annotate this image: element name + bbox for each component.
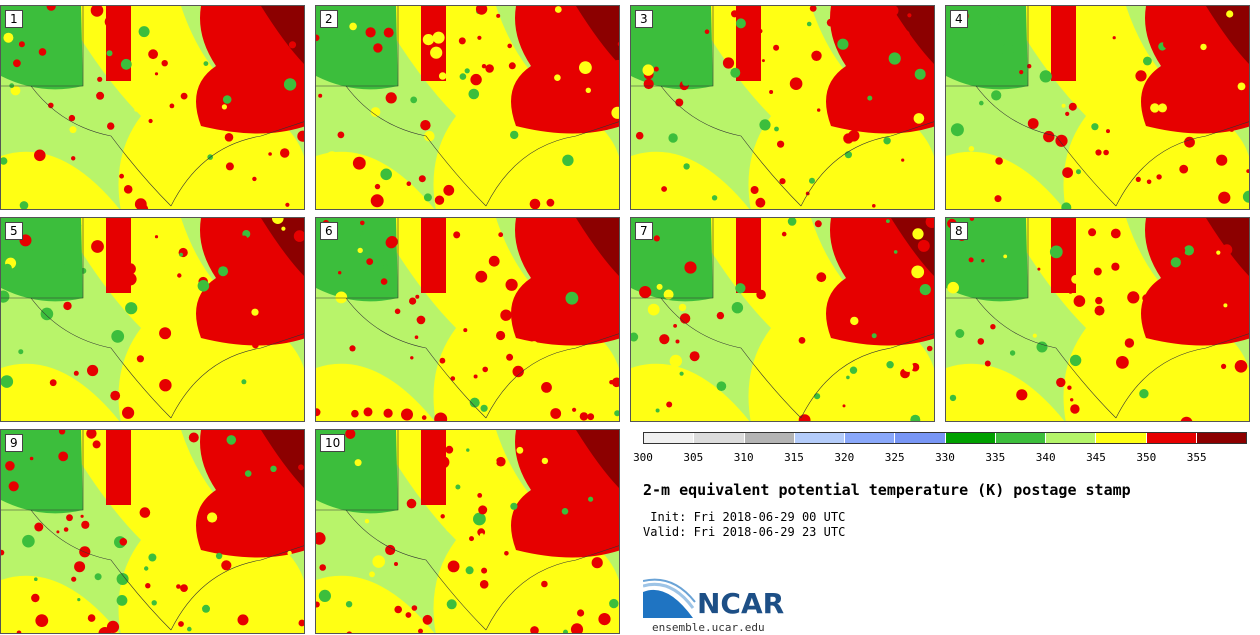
colorbar-swatch — [1046, 433, 1097, 443]
colorbar-swatch — [945, 433, 996, 443]
ncar-logo-icon — [643, 578, 696, 618]
panel-label: 10 — [320, 434, 346, 452]
map-panel-7: 7 — [630, 217, 935, 422]
colorbar — [643, 432, 1247, 444]
map-field — [631, 218, 934, 421]
panel-label: 6 — [320, 222, 338, 240]
panel-label: 3 — [635, 10, 653, 28]
map-field — [1, 430, 304, 633]
colorbar-swatch — [694, 433, 745, 443]
figure-title: 2-m equivalent potential temperature (K)… — [643, 481, 1131, 499]
colorbar-tick-label: 340 — [1035, 451, 1056, 464]
colorbar-tick-label: 345 — [1086, 451, 1106, 464]
map-panel-8: 8 — [945, 217, 1250, 422]
map-field — [946, 218, 1249, 421]
map-field — [1, 6, 304, 209]
map-panel-2: 2 — [315, 5, 620, 210]
panel-label: 2 — [320, 10, 338, 28]
map-panel-5: 5 — [0, 217, 305, 422]
panel-label: 4 — [950, 10, 968, 28]
map-field — [316, 6, 619, 209]
colorbar-swatch — [895, 433, 946, 443]
map-panel-3: 3 — [630, 5, 935, 210]
map-field — [1, 218, 304, 421]
colorbar-tick-label: 305 — [683, 451, 704, 464]
panel-label: 7 — [635, 222, 653, 240]
map-panel-4: 4 — [945, 5, 1250, 210]
map-panel-1: 1 — [0, 5, 305, 210]
colorbar-tick-label: 325 — [884, 451, 905, 464]
map-field — [946, 6, 1249, 209]
colorbar-swatch — [794, 433, 845, 443]
colorbar-tick-label: 350 — [1136, 451, 1157, 464]
colorbar-tick-label: 320 — [834, 451, 855, 464]
map-panel-6: 6 — [315, 217, 620, 422]
panel-label: 9 — [5, 434, 23, 452]
init-time: Init: Fri 2018-06-29 00 UTC — [643, 510, 846, 524]
colorbar-swatch — [1196, 433, 1246, 443]
site-url: ensemble.ucar.edu — [652, 621, 765, 634]
colorbar-swatch — [1146, 433, 1197, 443]
colorbar-tick-label: 330 — [935, 451, 955, 464]
valid-time: Valid: Fri 2018-06-29 23 UTC — [643, 525, 846, 539]
colorbar-swatch — [845, 433, 896, 443]
colorbar-swatch — [995, 433, 1046, 443]
colorbar-swatch — [644, 433, 695, 443]
panel-label: 8 — [950, 222, 968, 240]
panel-label: 5 — [5, 222, 23, 240]
map-panel-9: 9 — [0, 429, 305, 634]
map-panel-10: 10 — [315, 429, 620, 634]
map-field — [316, 218, 619, 421]
colorbar-tick-label: 335 — [985, 451, 1006, 464]
ncar-logo-text: NCAR — [697, 587, 785, 620]
colorbar-tick-label: 310 — [733, 451, 754, 464]
colorbar-tick-label: 315 — [784, 451, 804, 464]
map-field — [631, 6, 934, 209]
colorbar-swatch — [744, 433, 795, 443]
map-field — [316, 430, 619, 633]
colorbar-tick-label: 300 — [633, 451, 653, 464]
colorbar-tick-label: 355 — [1186, 451, 1207, 464]
panel-label: 1 — [5, 10, 23, 28]
colorbar-swatch — [1096, 433, 1147, 443]
